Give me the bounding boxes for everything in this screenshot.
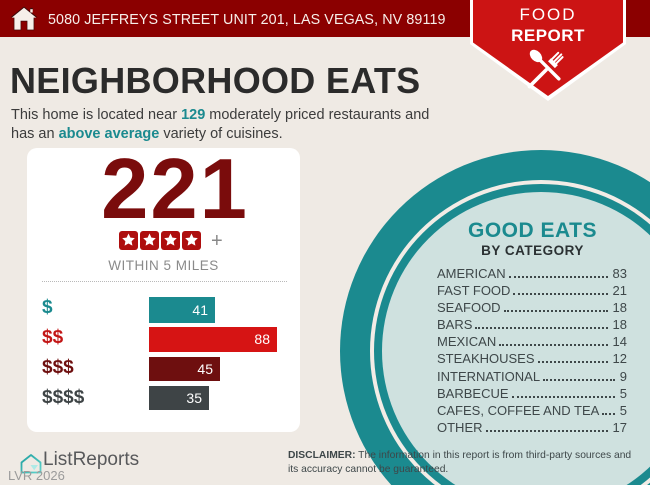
svg-text:+: + xyxy=(211,231,223,251)
svg-text:REPORT: REPORT xyxy=(511,26,585,45)
svg-text:FOOD: FOOD xyxy=(519,5,576,24)
